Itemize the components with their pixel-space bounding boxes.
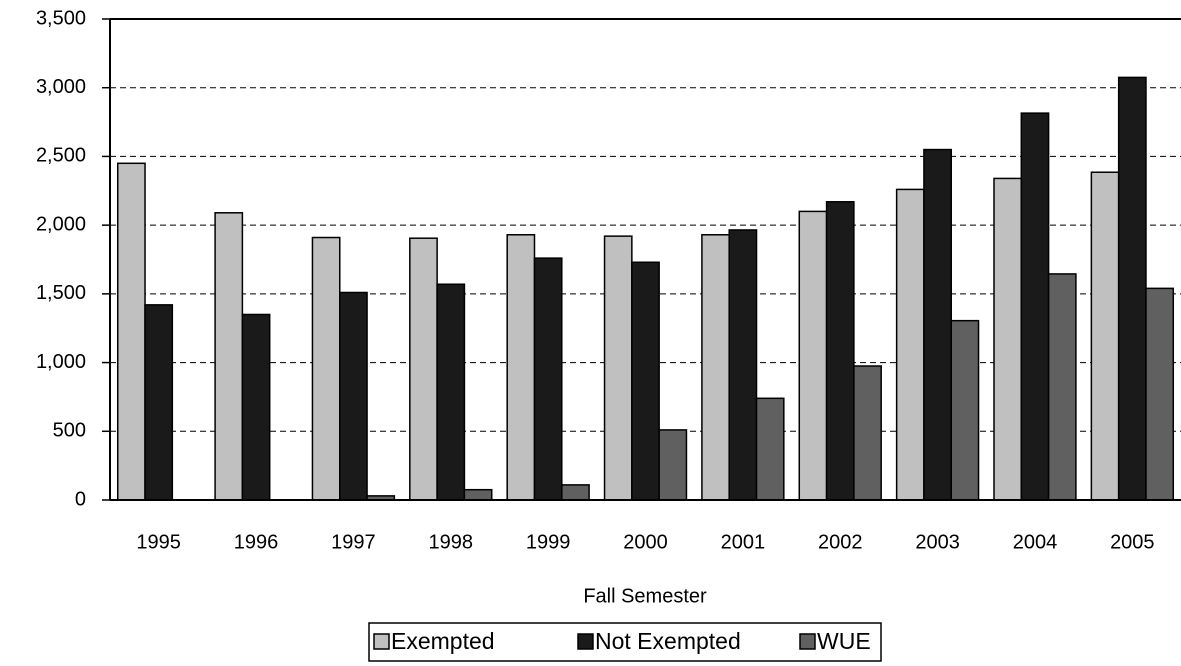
x-tick-label: 2003	[915, 531, 960, 553]
y-tick-label: 0	[75, 488, 86, 510]
legend-swatch	[799, 633, 816, 650]
bar	[1090, 171, 1120, 501]
legend-label: Not Exempted	[595, 628, 741, 654]
bar	[144, 304, 174, 501]
x-tick-label: 2002	[818, 531, 863, 553]
bar	[950, 319, 980, 501]
bar	[631, 261, 660, 501]
bar	[825, 201, 855, 501]
bar	[923, 148, 952, 501]
x-tick-label: 2001	[721, 531, 766, 553]
bar	[311, 236, 341, 501]
x-tick-label: 2005	[1110, 531, 1155, 553]
bar	[701, 234, 730, 501]
bar	[658, 429, 688, 501]
bar	[463, 488, 493, 501]
bar	[853, 365, 882, 501]
y-tick-label: 500	[53, 420, 86, 442]
x-tick-label: 1995	[136, 531, 181, 553]
x-tick-label: 2000	[623, 531, 668, 553]
bar	[895, 188, 925, 501]
x-tick-label: 2004	[1013, 531, 1058, 553]
bar	[603, 235, 633, 501]
x-axis-title: Fall Semester	[583, 585, 707, 607]
bar	[241, 313, 271, 501]
bar	[409, 237, 438, 501]
y-tick-label: 2,500	[36, 145, 86, 167]
bar	[339, 291, 368, 501]
legend-label: Exempted	[391, 628, 495, 654]
bar	[116, 162, 146, 501]
bar	[728, 229, 758, 501]
bar	[1145, 287, 1175, 501]
y-tick-label: 1,500	[36, 282, 86, 304]
bar	[533, 257, 563, 501]
x-tick-label: 1998	[429, 531, 474, 553]
bar	[1020, 112, 1050, 501]
y-tick-label: 1,000	[36, 351, 86, 373]
bar	[993, 177, 1023, 501]
bar	[1047, 273, 1077, 501]
x-tick-label: 1999	[526, 531, 571, 553]
bar	[561, 484, 590, 501]
y-tick-label: 3,500	[36, 7, 86, 29]
legend-swatch	[577, 633, 594, 650]
bar	[798, 210, 828, 501]
bar	[755, 397, 785, 501]
bar	[436, 283, 466, 501]
bar	[1117, 76, 1147, 501]
bar	[506, 234, 536, 501]
x-tick-label: 1997	[331, 531, 376, 553]
legend-box	[368, 622, 882, 662]
legend-label: WUE	[817, 628, 871, 654]
y-tick-label: 3,000	[36, 76, 86, 98]
bar	[214, 212, 244, 501]
y-tick-label: 2,000	[36, 213, 86, 235]
x-tick-label: 1996	[234, 531, 279, 553]
legend-swatch	[373, 633, 390, 650]
